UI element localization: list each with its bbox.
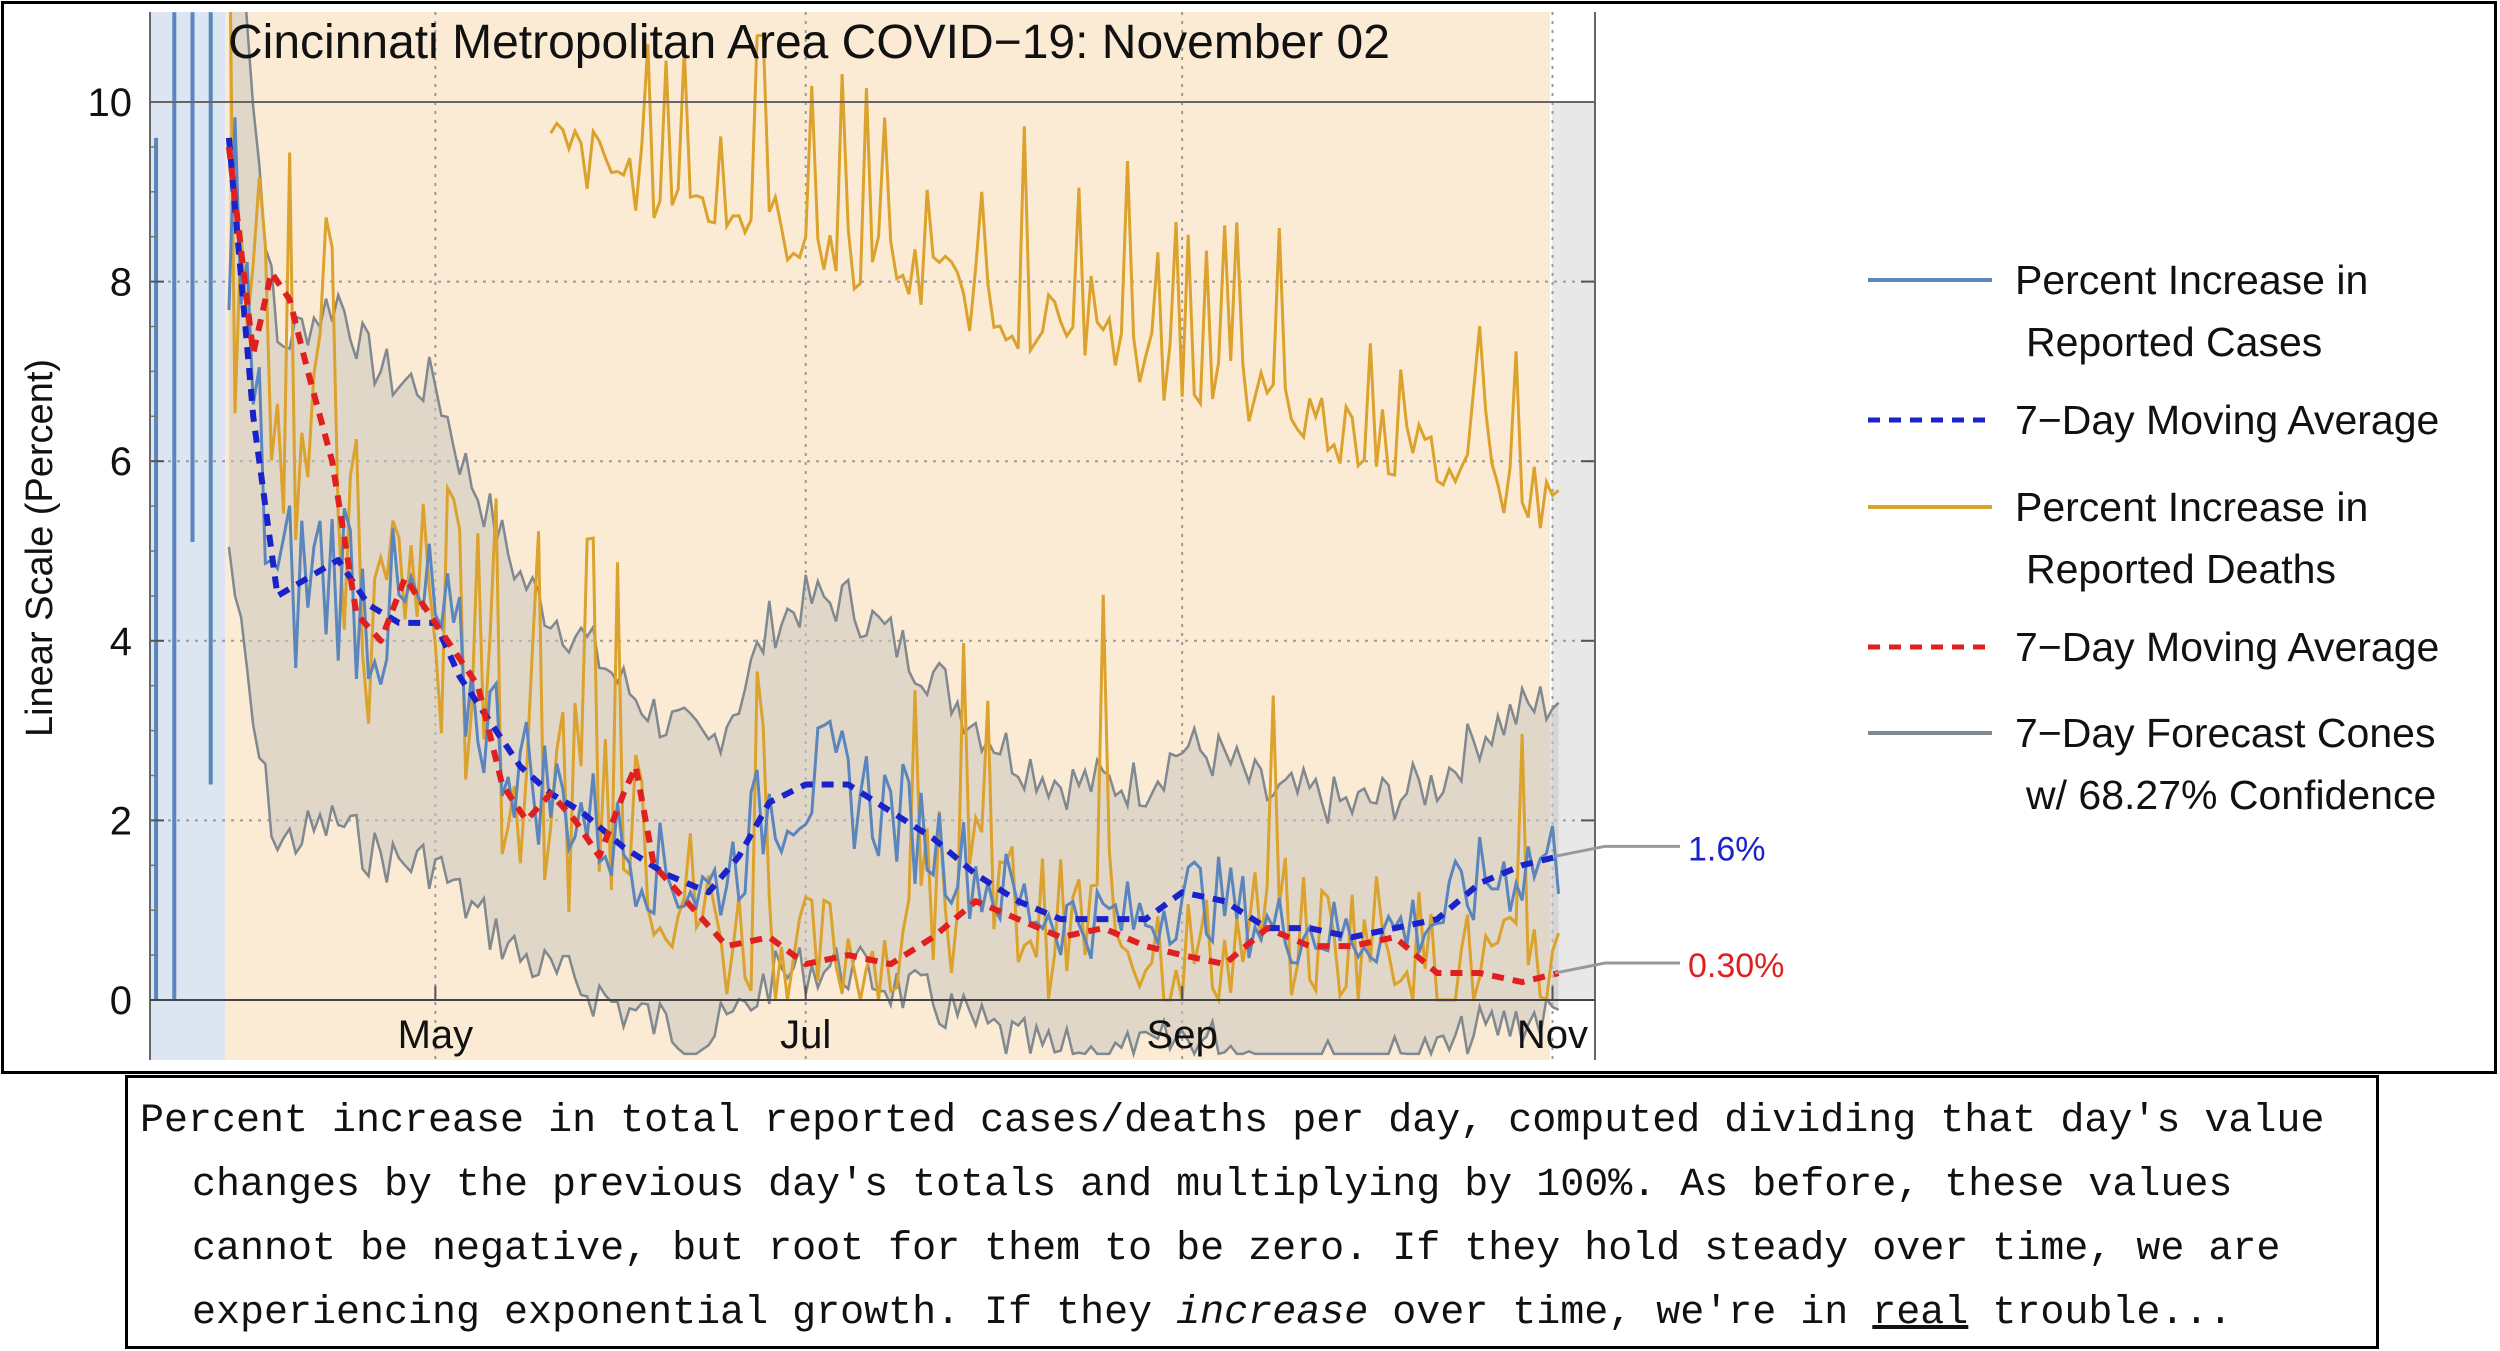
caption-underlined: real — [1872, 1291, 1969, 1336]
deaths-moving-average-line — [225, 146, 1560, 986]
cases-forecast-band — [228, 12, 1559, 1054]
chart: 0 2 4 6 8 10 May Jul Sep Nov Cincinnati Metropoli… — [19, 12, 2439, 1060]
moving-averages — [225, 137, 1560, 986]
legend-label-line2: Reported Deaths — [2026, 546, 2336, 592]
y-tick-label: 0 — [110, 979, 132, 1023]
caption-box: Percent increase in total reported cases… — [125, 1075, 2379, 1349]
y-tick-label: 2 — [110, 799, 132, 843]
y-tick-label: 8 — [110, 261, 132, 305]
deaths-raw-line — [229, 12, 1560, 1006]
legend-label: Percent Increase in — [2015, 484, 2368, 530]
caption-part-2: over time, we're in — [1368, 1291, 1873, 1336]
y-axis-label: Linear Scale (Percent) — [19, 359, 61, 737]
x-tick-label: Sep — [1147, 1013, 1218, 1057]
y-tick-label: 4 — [110, 620, 132, 664]
cases-cone-upper — [245, 12, 1560, 824]
deaths-cone-upper — [549, 33, 1560, 529]
legend-label: Percent Increase in — [2015, 257, 2368, 303]
x-tick-label: Nov — [1517, 1013, 1588, 1057]
cases-raw-line — [227, 117, 1561, 965]
annotation-leader — [1554, 961, 1680, 975]
legend-label: 7−Day Moving Average — [2015, 397, 2439, 443]
chart-title: Cincinnati Metropolitan Area COVID−19: N… — [228, 16, 1390, 69]
y-tick-label: 6 — [110, 440, 132, 484]
annotations: 1.6% 0.30% — [1554, 830, 1784, 985]
caption-text: Percent increase in total reported cases… — [140, 1090, 2356, 1346]
x-tick-label: Jul — [780, 1013, 831, 1057]
y-tick-label: 10 — [88, 81, 133, 125]
caption-part-3: trouble... — [1968, 1291, 2233, 1336]
legend-label-line2: Reported Cases — [2026, 319, 2322, 365]
x-tick-label: May — [398, 1013, 474, 1057]
early-period-band — [150, 12, 225, 1060]
annotation-leader — [1554, 844, 1680, 858]
legend: Percent Increase in Reported Cases 7−Day M… — [1868, 257, 2439, 818]
legend-label-line2: w/ 68.27% Confidence — [2025, 772, 2436, 818]
deaths-value-annotation: 0.30% — [1688, 947, 1784, 985]
legend-label: 7−Day Forecast Cones — [2015, 710, 2435, 756]
caption-part-1: Percent increase in total reported cases… — [140, 1099, 2325, 1336]
cases-value-annotation: 1.6% — [1688, 830, 1766, 868]
raw-series — [154, 12, 1561, 1006]
legend-label: 7−Day Moving Average — [2015, 624, 2439, 670]
cases-moving-average-line — [225, 137, 1560, 941]
caption-emphasis: increase — [1176, 1291, 1369, 1336]
axes: 0 2 4 6 8 10 May Jul Sep Nov — [88, 12, 1596, 1060]
